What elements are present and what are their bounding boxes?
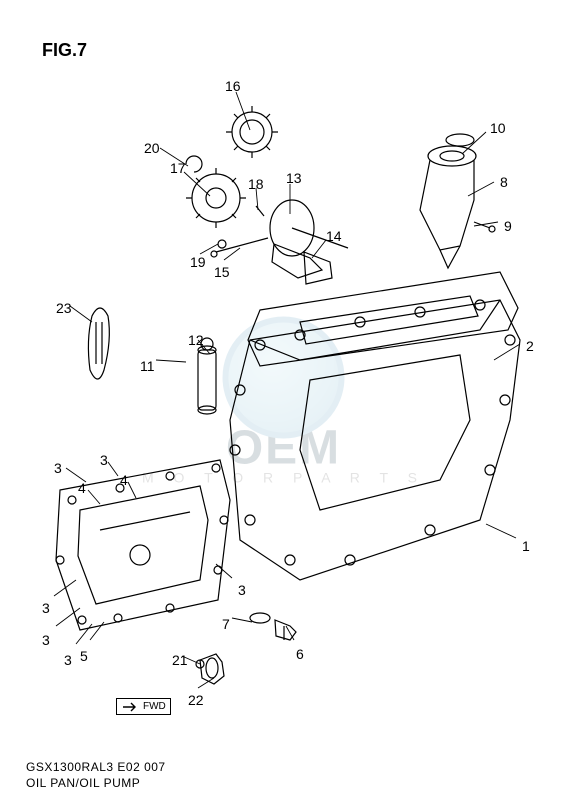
callout-17: 17 [170, 160, 186, 176]
callout-20: 20 [144, 140, 160, 156]
callout-8: 8 [500, 174, 508, 190]
callout-3: 3 [42, 632, 50, 648]
fwd-badge: FWD [116, 698, 171, 715]
callout-21: 21 [172, 652, 188, 668]
callout-4: 4 [120, 472, 128, 488]
callout-13: 13 [286, 170, 302, 186]
callout-3: 3 [64, 652, 72, 668]
callout-3: 3 [42, 600, 50, 616]
callout-15: 15 [214, 264, 230, 280]
footer-model-code: GSX1300RAL3 E02 007 [26, 760, 166, 774]
fwd-text: FWD [143, 701, 166, 712]
callout-1: 1 [522, 538, 530, 554]
callout-11: 11 [140, 358, 155, 374]
callout-5: 5 [80, 648, 88, 664]
callout-19: 19 [190, 254, 206, 270]
callout-10: 10 [490, 120, 506, 136]
callout-3: 3 [54, 460, 62, 476]
callout-3: 3 [238, 582, 246, 598]
footer-part-group: OIL PAN/OIL PUMP [26, 776, 140, 790]
callout-16: 16 [225, 78, 241, 94]
callout-22: 22 [188, 692, 204, 708]
callout-12: 12 [188, 332, 204, 348]
page-root: FIG.7 OEM M O T O R P A R T S [0, 0, 567, 801]
callout-2: 2 [526, 338, 534, 354]
exploded-diagram [0, 0, 567, 801]
callout-6: 6 [296, 646, 304, 662]
callout-4: 4 [78, 480, 86, 496]
callout-23: 23 [56, 300, 72, 316]
fwd-arrow-icon [121, 702, 139, 712]
callout-9: 9 [504, 218, 512, 234]
callout-3: 3 [100, 452, 108, 468]
callout-7: 7 [222, 616, 230, 632]
callout-18: 18 [248, 176, 264, 192]
callout-14: 14 [326, 228, 342, 244]
